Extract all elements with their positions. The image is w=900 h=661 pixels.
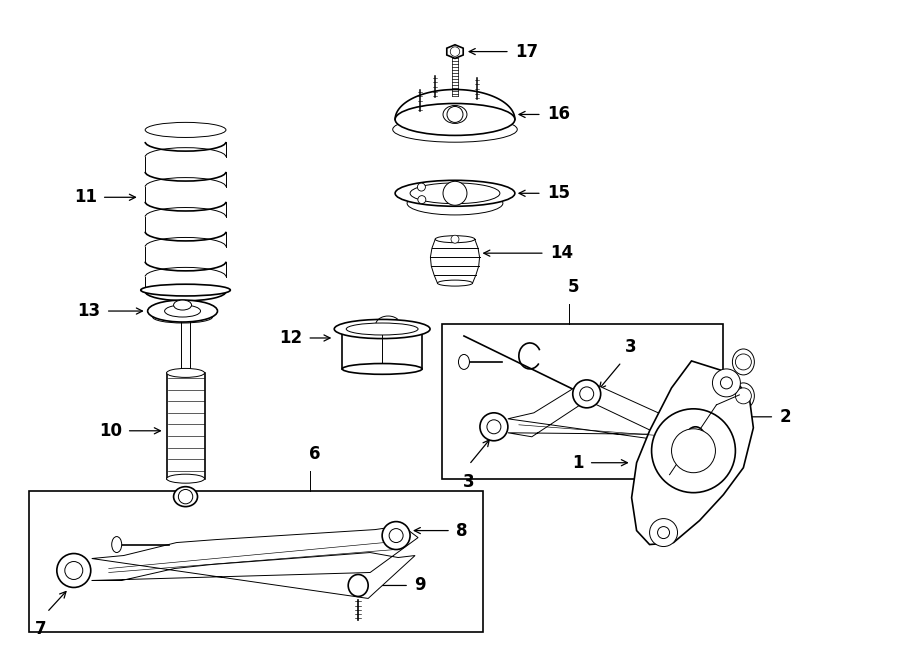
Text: 2: 2	[779, 408, 791, 426]
Polygon shape	[508, 384, 707, 451]
Ellipse shape	[165, 305, 201, 317]
Bar	[442, 324, 724, 479]
Circle shape	[450, 47, 460, 56]
Text: 9: 9	[414, 576, 426, 594]
Text: 16: 16	[547, 106, 570, 124]
Ellipse shape	[407, 192, 503, 215]
Ellipse shape	[382, 522, 410, 549]
Ellipse shape	[174, 300, 192, 310]
Ellipse shape	[65, 561, 83, 580]
Polygon shape	[431, 266, 479, 275]
Polygon shape	[395, 89, 515, 120]
Polygon shape	[432, 239, 478, 248]
Ellipse shape	[389, 529, 403, 543]
Ellipse shape	[480, 413, 508, 441]
Text: 1: 1	[572, 453, 584, 472]
Text: 11: 11	[74, 188, 96, 206]
Bar	[29, 490, 483, 633]
Circle shape	[735, 388, 752, 404]
Text: 4: 4	[670, 474, 681, 492]
Ellipse shape	[348, 574, 368, 596]
Text: 3: 3	[625, 338, 636, 356]
Ellipse shape	[166, 368, 204, 377]
Ellipse shape	[174, 486, 197, 506]
Ellipse shape	[57, 553, 91, 588]
Polygon shape	[92, 525, 419, 598]
Ellipse shape	[346, 323, 418, 335]
Polygon shape	[632, 361, 753, 545]
Circle shape	[671, 429, 716, 473]
Ellipse shape	[392, 116, 518, 142]
Text: 7: 7	[35, 621, 47, 639]
Circle shape	[418, 196, 426, 204]
Circle shape	[418, 183, 426, 191]
Circle shape	[720, 377, 733, 389]
Polygon shape	[446, 45, 464, 58]
Circle shape	[178, 489, 193, 504]
Circle shape	[443, 181, 467, 206]
Ellipse shape	[166, 474, 204, 483]
Text: 6: 6	[309, 445, 320, 463]
Circle shape	[650, 519, 678, 547]
Text: 3: 3	[464, 473, 475, 490]
Ellipse shape	[395, 104, 515, 136]
Circle shape	[447, 106, 463, 122]
Ellipse shape	[733, 349, 754, 375]
Text: 8: 8	[456, 522, 467, 539]
Ellipse shape	[153, 311, 212, 323]
Ellipse shape	[334, 319, 430, 338]
Text: 5: 5	[568, 278, 580, 296]
Ellipse shape	[443, 106, 467, 124]
Ellipse shape	[140, 284, 230, 296]
Ellipse shape	[410, 183, 500, 204]
Ellipse shape	[436, 236, 474, 243]
Ellipse shape	[395, 180, 515, 206]
Ellipse shape	[342, 364, 422, 374]
Ellipse shape	[148, 300, 218, 322]
Ellipse shape	[572, 380, 600, 408]
Ellipse shape	[733, 383, 754, 409]
Polygon shape	[434, 275, 476, 283]
Text: 17: 17	[515, 42, 538, 61]
Text: 13: 13	[77, 302, 101, 320]
Ellipse shape	[458, 354, 470, 369]
Circle shape	[658, 527, 670, 539]
Ellipse shape	[437, 280, 472, 286]
Ellipse shape	[487, 420, 501, 434]
Circle shape	[451, 235, 459, 243]
Circle shape	[713, 369, 741, 397]
Text: 14: 14	[550, 244, 573, 262]
Ellipse shape	[580, 387, 594, 401]
Text: 12: 12	[279, 329, 302, 347]
Polygon shape	[430, 257, 480, 266]
Circle shape	[735, 354, 752, 370]
Polygon shape	[430, 248, 480, 257]
Ellipse shape	[687, 427, 705, 447]
Circle shape	[652, 409, 735, 492]
Text: 15: 15	[547, 184, 570, 202]
Text: 10: 10	[99, 422, 122, 440]
Ellipse shape	[112, 537, 122, 553]
